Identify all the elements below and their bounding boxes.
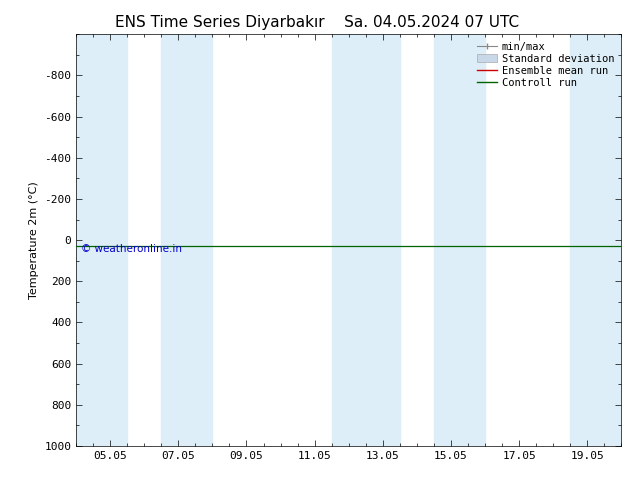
Bar xyxy=(332,34,400,446)
Text: ENS Time Series Diyarbakır    Sa. 04.05.2024 07 UTC: ENS Time Series Diyarbakır Sa. 04.05.202… xyxy=(115,15,519,30)
Legend: min/max, Standard deviation, Ensemble mean run, Controll run: min/max, Standard deviation, Ensemble me… xyxy=(474,40,616,90)
Bar xyxy=(161,34,212,446)
Text: © weatheronline.in: © weatheronline.in xyxy=(81,245,182,254)
Bar xyxy=(76,34,127,446)
Bar xyxy=(570,34,621,446)
Bar xyxy=(434,34,485,446)
Y-axis label: Temperature 2m (°C): Temperature 2m (°C) xyxy=(29,181,39,299)
